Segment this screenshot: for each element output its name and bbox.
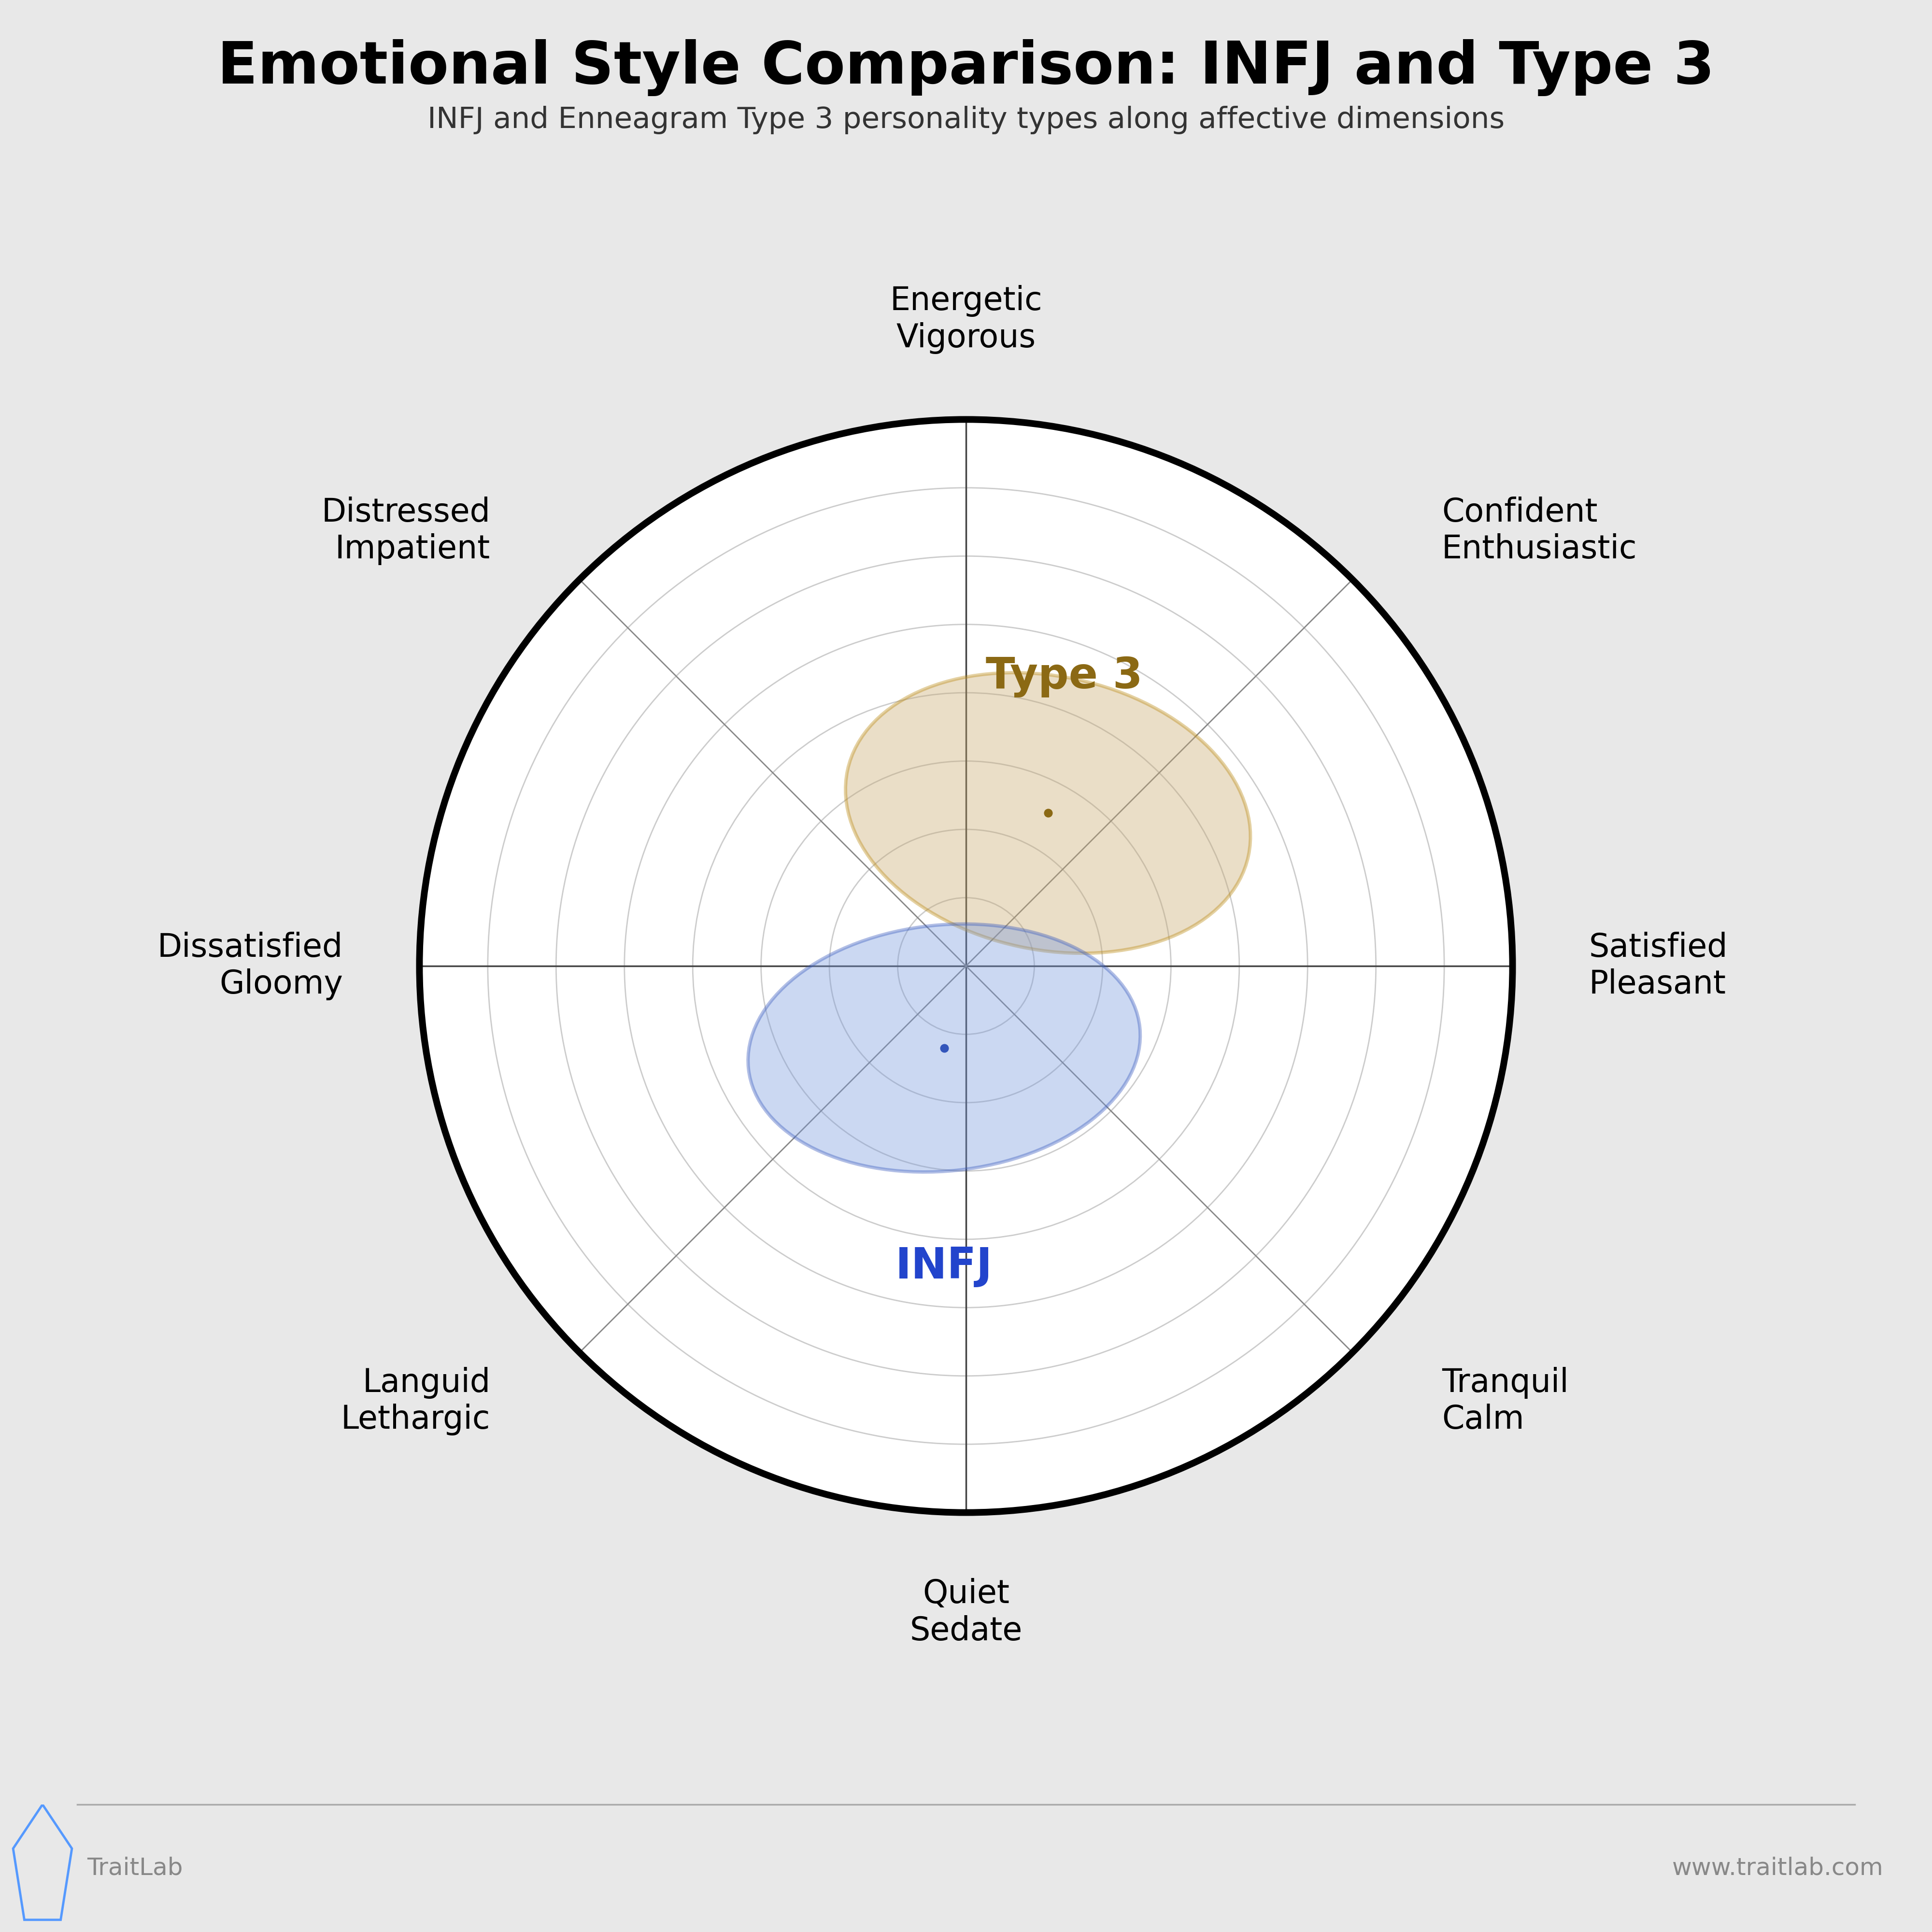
Text: TraitLab: TraitLab [87, 1857, 184, 1880]
Ellipse shape [846, 672, 1250, 952]
Ellipse shape [748, 923, 1140, 1173]
Text: Satisfied
Pleasant: Satisfied Pleasant [1588, 931, 1727, 1001]
Text: www.traitlab.com: www.traitlab.com [1673, 1857, 1884, 1880]
Text: Dissatisfied
Gloomy: Dissatisfied Gloomy [156, 931, 342, 1001]
Text: Type 3: Type 3 [985, 655, 1144, 697]
Text: INFJ and Enneagram Type 3 personality types along affective dimensions: INFJ and Enneagram Type 3 personality ty… [427, 106, 1505, 133]
Text: INFJ: INFJ [896, 1246, 993, 1287]
Text: Languid
Lethargic: Languid Lethargic [340, 1368, 491, 1435]
Text: Energetic
Vigorous: Energetic Vigorous [891, 286, 1041, 354]
Circle shape [419, 419, 1513, 1513]
Text: Emotional Style Comparison: INFJ and Type 3: Emotional Style Comparison: INFJ and Typ… [218, 39, 1714, 97]
Text: Quiet
Sedate: Quiet Sedate [910, 1578, 1022, 1646]
Text: Tranquil
Calm: Tranquil Calm [1441, 1368, 1569, 1435]
Text: Distressed
Impatient: Distressed Impatient [321, 497, 491, 564]
Text: Confident
Enthusiastic: Confident Enthusiastic [1441, 497, 1636, 564]
